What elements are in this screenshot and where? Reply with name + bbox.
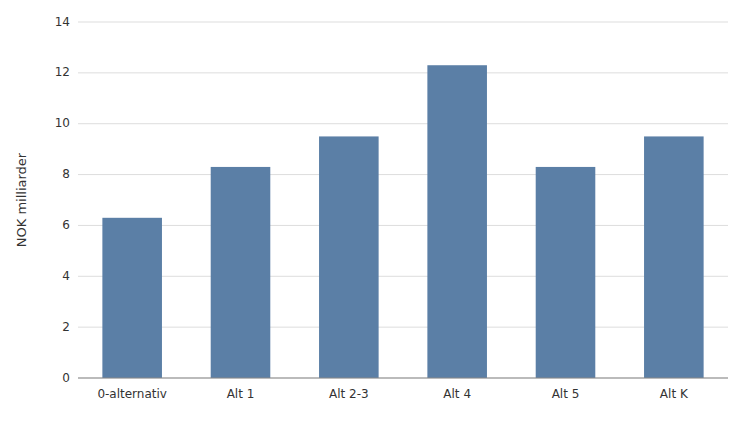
x-tick-label: Alt 2-3 xyxy=(329,387,369,401)
grid-line xyxy=(78,327,728,328)
y-tick-label: 12 xyxy=(55,65,70,79)
x-tick-label: Alt 1 xyxy=(227,387,255,401)
chart-container: 0 2 4 6 8 10 12 14 0-alternativ Alt 1 Alt 2-3 Alt 4… xyxy=(0,0,750,426)
bar xyxy=(211,167,271,378)
y-tick-label: 8 xyxy=(62,167,70,181)
y-axis-label: NOK milliarder xyxy=(14,152,29,247)
y-tick-label: 0 xyxy=(62,371,70,385)
bars xyxy=(102,65,703,378)
x-ticks: 0-alternativ Alt 1 Alt 2-3 Alt 4 Alt 5 Alt K xyxy=(97,387,689,401)
y-grid xyxy=(78,22,728,378)
grid-line xyxy=(78,174,728,175)
y-tick-label: 10 xyxy=(55,116,70,130)
bar xyxy=(427,65,487,378)
grid-line xyxy=(78,276,728,277)
grid-line xyxy=(78,72,728,73)
bar xyxy=(644,136,704,378)
x-tick-label: Alt K xyxy=(660,387,689,401)
grid-line xyxy=(78,378,728,379)
x-axis-line xyxy=(78,378,728,379)
x-tick-label: Alt 5 xyxy=(552,387,580,401)
y-tick-label: 6 xyxy=(62,218,70,232)
y-tick-label: 2 xyxy=(62,320,70,334)
grid-line xyxy=(78,123,728,124)
chart-svg: 0 2 4 6 8 10 12 14 0-alternativ Alt 1 Alt 2-3 Alt 4… xyxy=(0,0,750,426)
grid-line xyxy=(78,225,728,226)
bar xyxy=(319,136,379,378)
x-tick-label: 0-alternativ xyxy=(97,387,167,401)
x-tick-label: Alt 4 xyxy=(443,387,471,401)
bar xyxy=(102,218,162,378)
y-tick-label: 14 xyxy=(55,15,70,29)
y-tick-label: 4 xyxy=(62,269,70,283)
y-ticks: 0 2 4 6 8 10 12 14 xyxy=(55,15,70,385)
grid-line xyxy=(78,22,728,23)
bar xyxy=(536,167,596,378)
